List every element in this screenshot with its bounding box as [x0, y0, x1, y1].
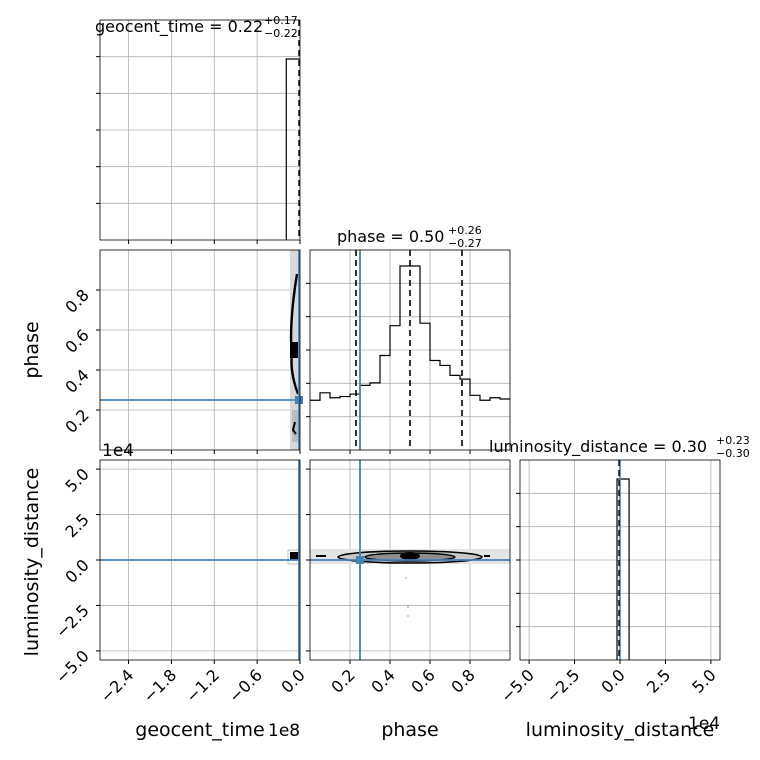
density-core	[290, 552, 300, 560]
y-tick-label-luminosity-distance: −5.0	[52, 646, 93, 687]
y-axis-label-luminosity-distance: luminosity_distance	[21, 468, 43, 657]
lumdist-histogram-step	[616, 478, 630, 660]
geocent-histogram-step	[285, 58, 300, 240]
title-phase-plus: +0.26	[448, 224, 482, 237]
x-axis-label-luminosity-distance: luminosity_distance	[526, 719, 715, 741]
outlier-point	[405, 577, 407, 579]
y-tick-label-phase: 0.8	[61, 285, 92, 316]
tick-marks	[96, 56, 712, 664]
contour-lower	[291, 421, 297, 435]
x-tick-label-geocent-time: −2.4	[96, 665, 137, 706]
y-axis-label-phase: phase	[21, 321, 43, 378]
x-tick-label-luminosity-distance: 2.5	[643, 665, 674, 696]
contour-core	[290, 342, 298, 358]
x-tick-label-geocent-time: −0.6	[225, 665, 266, 706]
y-tick-label-luminosity-distance: 0.0	[61, 555, 92, 586]
y-tick-label-phase: 0.6	[61, 325, 92, 356]
y-tick-label-luminosity-distance: −2.5	[52, 601, 93, 642]
outlier-point	[407, 615, 409, 617]
offset-label-geocent-x: 1e8	[268, 721, 300, 741]
x-tick-label-geocent-time: −1.8	[139, 665, 180, 706]
offset-label-lumdist-x: 1e4	[688, 714, 720, 734]
truth-marker	[356, 556, 364, 564]
title-geocent-time-plus: +0.17	[264, 14, 298, 27]
title-geocent-time: geocent_time = 0.22	[95, 17, 263, 37]
x-tick-label-phase: 0.2	[327, 665, 358, 696]
x-tick-label-geocent-time: −1.2	[182, 665, 223, 706]
x-tick-label-geocent-time: 0.0	[277, 665, 308, 696]
density-speck	[316, 555, 326, 557]
x-tick-label-luminosity-distance: −5.0	[497, 665, 538, 706]
truth-marker	[295, 396, 303, 404]
title-geocent-time-minus: −0.22	[264, 27, 298, 40]
title-phase: phase = 0.50	[337, 227, 444, 246]
title-luminosity-distance-minus: −0.30	[716, 447, 750, 460]
offset-label-lumdist-y: 1e4	[102, 441, 134, 461]
title-luminosity-distance: luminosity_distance = 0.30	[489, 437, 707, 457]
panel-phase-vs-geocent	[99, 249, 301, 451]
title-phase-minus: −0.27	[448, 237, 482, 250]
x-tick-label-phase: 0.6	[407, 665, 438, 696]
x-axis-label-phase: phase	[381, 719, 438, 741]
x-tick-label-luminosity-distance: 5.0	[688, 665, 719, 696]
y-tick-label-luminosity-distance: 5.0	[61, 464, 92, 495]
outlier-point	[407, 606, 409, 608]
density-speck	[484, 555, 490, 557]
y-tick-label-phase: 0.4	[61, 365, 92, 396]
title-luminosity-distance-plus: +0.23	[716, 434, 750, 447]
x-tick-label-phase: 0.8	[447, 665, 478, 696]
y-tick-label-phase: 0.2	[61, 405, 92, 436]
x-tick-label-luminosity-distance: 0.0	[597, 665, 628, 696]
contour-core	[400, 552, 420, 560]
x-tick-label-luminosity-distance: −2.5	[542, 665, 583, 706]
density-band-inner	[292, 410, 300, 442]
y-tick-label-luminosity-distance: 2.5	[61, 510, 92, 541]
chart-marks	[100, 20, 630, 660]
x-axis-label-geocent-time: geocent_time	[135, 719, 264, 741]
x-tick-label-phase: 0.4	[367, 665, 398, 696]
